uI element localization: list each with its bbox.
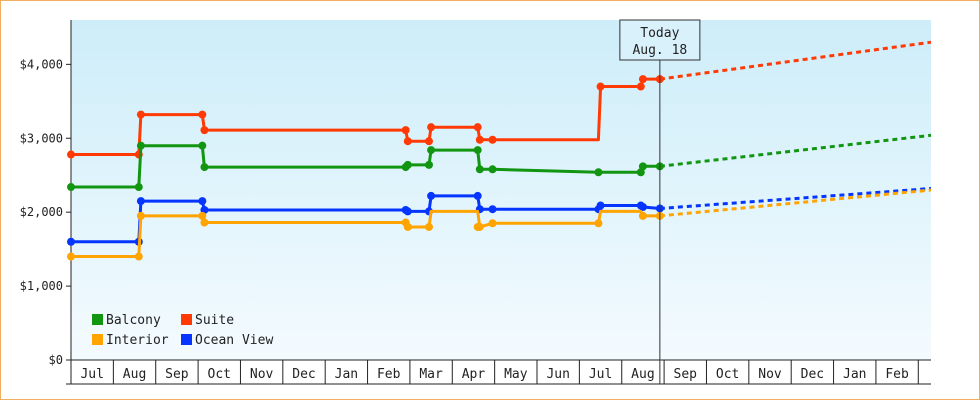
- month-label: Feb: [377, 367, 401, 382]
- month-label: Jun: [546, 367, 569, 382]
- data-point-interior: [424, 222, 433, 231]
- forecast-line-interior: [659, 188, 932, 218]
- data-point-suite: [638, 75, 647, 84]
- data-point-ocean-view: [198, 197, 207, 206]
- data-point-suite: [403, 137, 412, 146]
- legend-swatch: [92, 314, 103, 325]
- data-point-ocean-view: [596, 201, 605, 210]
- month-label: Dec: [801, 367, 824, 382]
- month-label: Nov: [250, 367, 274, 382]
- data-point-suite: [198, 110, 207, 119]
- data-point-balcony: [403, 160, 412, 169]
- data-point-interior: [198, 211, 207, 220]
- month-label: Aug: [123, 367, 146, 382]
- data-point-interior: [475, 222, 484, 231]
- data-point-suite: [424, 137, 433, 146]
- month-label: Oct: [208, 367, 231, 382]
- data-point-suite: [136, 110, 145, 119]
- data-point-interior: [488, 219, 497, 228]
- data-point-suite: [596, 82, 605, 91]
- month-label: Jul: [80, 367, 103, 382]
- month-label: Mar: [419, 367, 443, 382]
- legend-swatch: [181, 334, 192, 345]
- today-box: [619, 19, 701, 61]
- data-point-suite: [488, 135, 497, 144]
- y-tick-label: $3,000: [20, 131, 63, 145]
- month-label: Jan: [335, 367, 358, 382]
- y-tick-label: $1,000: [20, 279, 63, 293]
- month-label: Oct: [716, 367, 739, 382]
- month-label: Nov: [758, 367, 782, 382]
- month-label: Jul: [589, 367, 612, 382]
- series-line-balcony: [71, 144, 660, 189]
- legend-label: Interior: [106, 333, 169, 348]
- series-line-interior: [71, 209, 660, 258]
- data-point-ocean-view: [488, 205, 497, 214]
- data-point-balcony: [473, 146, 482, 155]
- series-interior: [67, 188, 932, 261]
- y-tick-label: $2,000: [20, 205, 63, 219]
- data-point-balcony: [136, 141, 145, 150]
- data-point-ocean-view: [473, 191, 482, 200]
- data-point-interior: [403, 222, 412, 231]
- data-point-suite: [67, 150, 75, 159]
- data-point-balcony: [200, 163, 209, 172]
- legend-swatch: [181, 314, 192, 325]
- legend-item-suite: Suite: [181, 313, 234, 328]
- month-label: Feb: [885, 367, 909, 382]
- forecast-line-balcony: [659, 133, 932, 168]
- series-balcony: [67, 133, 932, 192]
- month-label: Aug: [631, 367, 654, 382]
- today-date: Aug. 18: [632, 43, 687, 58]
- plot-area: [71, 20, 931, 360]
- data-point-balcony: [67, 183, 75, 192]
- data-point-balcony: [594, 168, 603, 177]
- legend-item-balcony: Balcony: [92, 313, 161, 328]
- y-tick-label: $0: [49, 353, 63, 367]
- legend-label: Ocean View: [195, 333, 273, 348]
- data-point-interior: [200, 218, 209, 227]
- data-point-suite: [427, 123, 436, 132]
- data-point-suite: [475, 135, 484, 144]
- forecast-line-ocean-view: [659, 187, 932, 210]
- data-point-suite: [401, 126, 410, 135]
- data-point-balcony: [427, 146, 436, 155]
- today-label: Today: [640, 26, 679, 41]
- legend-item-interior: Interior: [92, 333, 169, 348]
- data-point-balcony: [475, 165, 484, 174]
- data-point-balcony: [198, 141, 207, 150]
- month-label: Dec: [292, 367, 315, 382]
- series-suite: [67, 40, 932, 159]
- data-point-ocean-view: [638, 203, 647, 211]
- legend-label: Balcony: [106, 313, 161, 328]
- legend-label: Suite: [195, 313, 234, 328]
- data-point-balcony: [134, 183, 143, 192]
- month-label: Apr: [462, 367, 486, 382]
- data-point-ocean-view: [427, 191, 436, 200]
- data-point-ocean-view: [403, 207, 412, 216]
- data-point-interior: [134, 252, 143, 261]
- data-point-ocean-view: [67, 237, 75, 246]
- y-tick-label: $4,000: [20, 57, 63, 71]
- data-point-ocean-view: [136, 197, 145, 206]
- legend-item-ocean-view: Ocean View: [181, 333, 273, 348]
- legend-swatch: [92, 334, 103, 345]
- data-point-balcony: [638, 162, 647, 171]
- data-point-suite: [200, 126, 209, 135]
- data-point-interior: [67, 252, 75, 261]
- forecast-line-suite: [659, 40, 932, 81]
- month-label: Sep: [165, 367, 189, 382]
- month-label: Jan: [843, 367, 866, 382]
- month-label: May: [504, 367, 528, 382]
- data-point-balcony: [488, 165, 497, 174]
- data-point-suite: [636, 82, 645, 91]
- data-point-balcony: [424, 160, 433, 169]
- data-point-interior: [638, 211, 647, 220]
- data-point-interior: [594, 219, 603, 228]
- data-point-suite: [473, 123, 482, 132]
- data-point-interior: [136, 211, 145, 220]
- month-label: Sep: [674, 367, 698, 382]
